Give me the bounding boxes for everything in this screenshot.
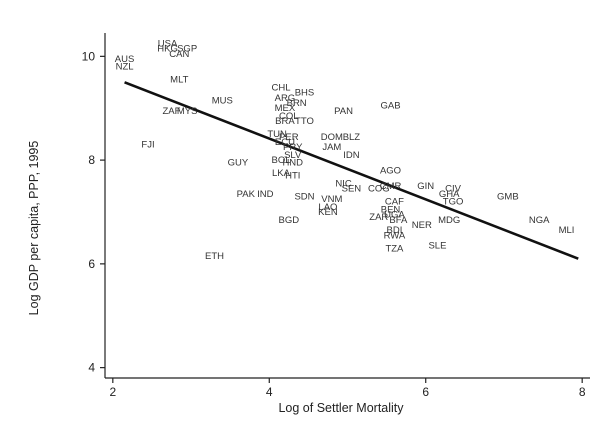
country-point-ken: KEN (318, 207, 338, 218)
country-point-tza: TZA (385, 243, 404, 254)
y-axis: 4 6 8 10 (82, 33, 105, 378)
country-point-nzl: NZL (116, 62, 134, 73)
y-tick-label: 8 (88, 153, 95, 167)
country-point-mus: MUS (212, 95, 233, 106)
country-point-gmb: GMB (497, 191, 519, 202)
country-point-mys: MYS (177, 106, 198, 117)
y-tick-label: 6 (88, 257, 95, 271)
country-point-bra: BRA (275, 116, 295, 127)
country-point-cmr: CMR (380, 181, 402, 192)
country-point-gab: GAB (380, 101, 400, 112)
x-tick-label: 6 (422, 385, 429, 399)
country-point-can: CAN (169, 49, 189, 60)
country-point-bdi: BDI (387, 225, 403, 236)
country-point-tgo: TGO (443, 197, 464, 208)
country-point-eth: ETH (205, 251, 224, 262)
country-point-tto: TTO (295, 116, 314, 127)
country-point-fji: FJI (141, 140, 154, 151)
country-point-ner: NER (412, 220, 432, 231)
country-point-mlt: MLT (170, 75, 188, 86)
country-point-mli: MLI (559, 225, 575, 236)
country-point-pak: PAK (237, 189, 256, 200)
country-point-chl: CHL (272, 82, 291, 93)
country-point-bfa: BFA (389, 215, 408, 226)
x-tick-label: 2 (109, 385, 116, 399)
country-point-mdg: MDG (438, 215, 460, 226)
x-tick-label: 4 (266, 385, 273, 399)
y-tick-label: 10 (82, 49, 96, 63)
country-point-bhs: BHS (295, 88, 315, 99)
country-point-sle: SLE (428, 241, 446, 252)
country-point-ago: AGO (380, 165, 401, 176)
country-point-guy: GUY (228, 158, 249, 169)
country-point-hti: HTI (285, 171, 300, 182)
country-point-sdn: SDN (294, 191, 314, 202)
y-tick-label: 4 (88, 361, 95, 375)
country-point-ind: IND (257, 189, 274, 200)
country-point-hnd: HND (282, 158, 303, 169)
x-axis-title: Log of Settler Mortality (278, 401, 404, 415)
country-point-idn: IDN (343, 150, 360, 161)
country-point-jam: JAM (322, 142, 341, 153)
country-point-gin: GIN (417, 181, 434, 192)
country-point-blz: BLZ (343, 132, 361, 143)
x-axis: 2 4 6 8 (105, 378, 590, 399)
y-axis-title: Log GDP per capita, PPP, 1995 (27, 141, 41, 316)
country-point-pan: PAN (334, 106, 353, 117)
country-point-bgd: BGD (279, 215, 300, 226)
x-tick-label: 8 (579, 385, 586, 399)
country-point-nga: NGA (529, 215, 550, 226)
country-point-dom: DOM (321, 132, 343, 143)
country-point-zar: ZAR (369, 212, 388, 223)
country-point-sen: SEN (342, 184, 362, 195)
